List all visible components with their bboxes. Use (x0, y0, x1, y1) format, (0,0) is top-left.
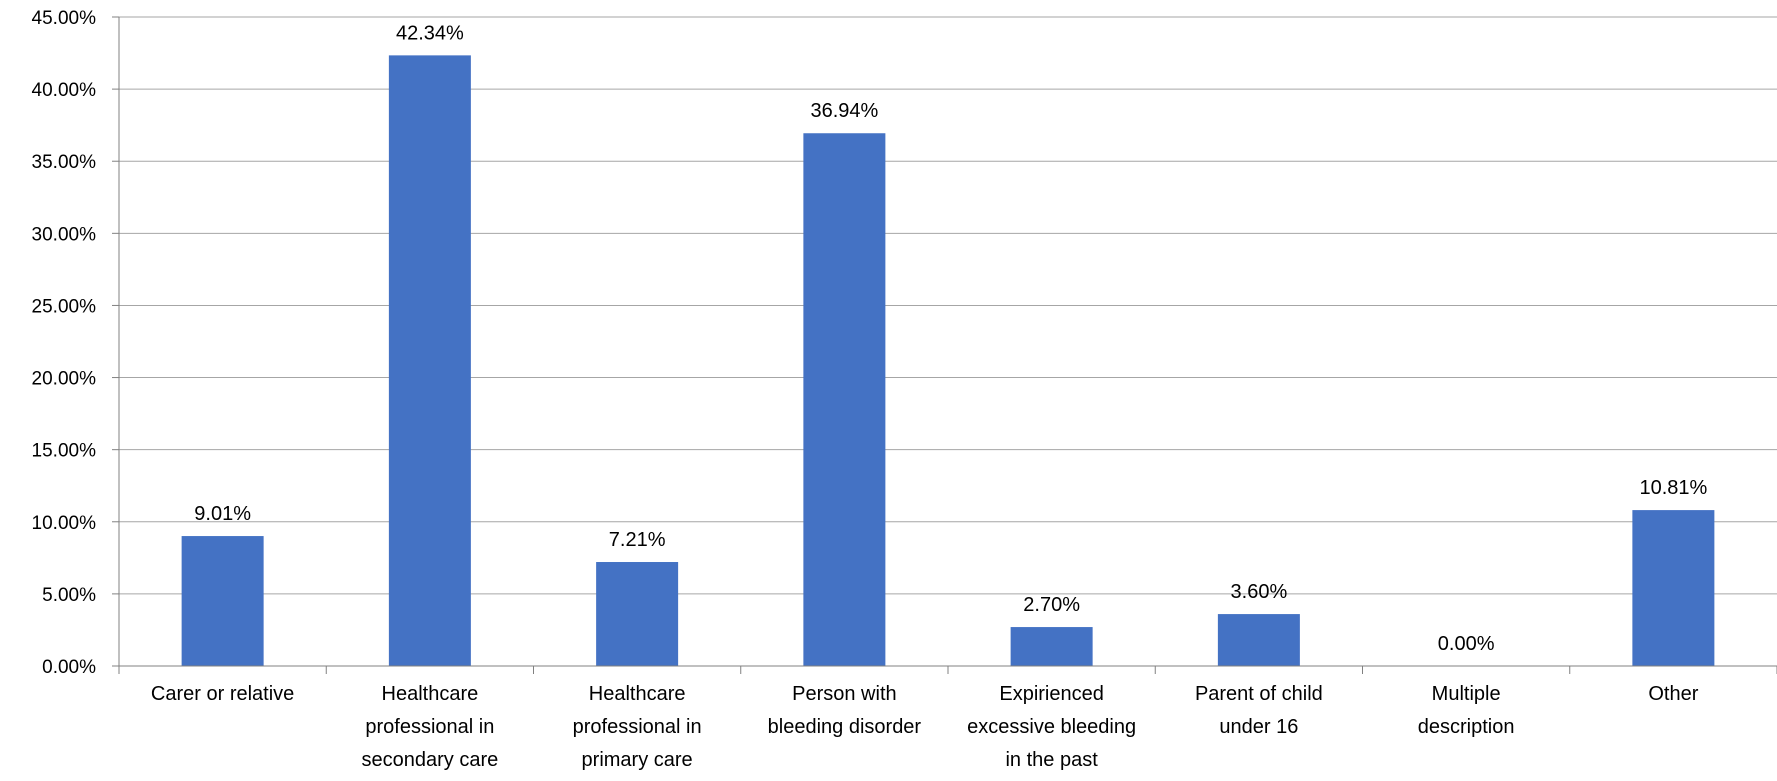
bar (1218, 614, 1300, 666)
data-label: 0.00% (1438, 633, 1495, 655)
data-label: 36.94% (810, 100, 878, 122)
y-tick-label: 5.00% (42, 585, 96, 606)
y-axis-tick-labels: 0.00% 5.00% 10.00% 15.00% 20.00% 25.00% 30.00%… (32, 8, 97, 678)
bar (1632, 510, 1714, 666)
x-category-label: Person with bleeding disorder (768, 683, 922, 738)
bar (389, 55, 471, 666)
x-category-label-line: Healthcare (382, 683, 479, 705)
x-category-label-line: primary care (582, 749, 693, 771)
x-category-label-line: secondary care (362, 749, 499, 771)
data-label: 7.21% (609, 529, 666, 551)
data-label: 3.60% (1231, 581, 1288, 603)
x-category-label: Carer or relative (151, 683, 294, 705)
bar (803, 133, 885, 666)
x-category-label-line: Other (1648, 683, 1698, 705)
x-category-label-line: under 16 (1219, 716, 1298, 738)
x-category-label-line: Multiple (1432, 683, 1501, 705)
x-category-label-line: professional in (365, 716, 494, 738)
x-axis-category-labels: Carer or relative Healthcare professional … (151, 683, 1699, 771)
data-label: 42.34% (396, 22, 464, 44)
x-category-label-line: excessive bleeding (967, 716, 1136, 738)
data-label: 10.81% (1639, 477, 1707, 499)
bar (182, 536, 264, 666)
y-tick-label: 25.00% (32, 296, 97, 317)
y-tick-label: 30.00% (32, 224, 97, 245)
y-tick-label: 0.00% (42, 657, 96, 678)
x-category-label-line: Carer or relative (151, 683, 294, 705)
x-category-label-line: Expirienced (999, 683, 1104, 705)
gridlines (119, 17, 1777, 594)
x-category-label-line: professional in (573, 716, 702, 738)
bars (182, 55, 1715, 666)
y-tick-label: 40.00% (32, 80, 97, 101)
x-category-label: Parent of child under 16 (1195, 683, 1323, 738)
data-label: 9.01% (194, 503, 251, 525)
x-category-label-line: in the past (1005, 749, 1098, 771)
y-tick-label: 35.00% (32, 152, 97, 173)
x-axis (112, 17, 1777, 674)
y-tick-label: 20.00% (32, 369, 97, 390)
x-category-label-line: Healthcare (589, 683, 686, 705)
x-category-label: Healthcare professional in primary care (573, 683, 702, 771)
x-category-label-line: Parent of child (1195, 683, 1323, 705)
x-category-label: Multiple description (1418, 683, 1515, 738)
y-tick-label: 45.00% (32, 8, 97, 29)
x-category-label-line: Person with (792, 683, 897, 705)
x-category-label-line: description (1418, 716, 1515, 738)
x-category-label: Expirienced excessive bleeding in the past (967, 683, 1136, 771)
x-category-label-line: bleeding disorder (768, 716, 922, 738)
bar (596, 562, 678, 666)
y-tick-label: 10.00% (32, 513, 97, 534)
bar (1011, 627, 1093, 666)
x-category-label: Healthcare professional in secondary care (362, 683, 499, 771)
x-category-label: Other (1648, 683, 1698, 705)
data-label: 2.70% (1023, 594, 1080, 616)
y-tick-label: 15.00% (32, 441, 97, 462)
